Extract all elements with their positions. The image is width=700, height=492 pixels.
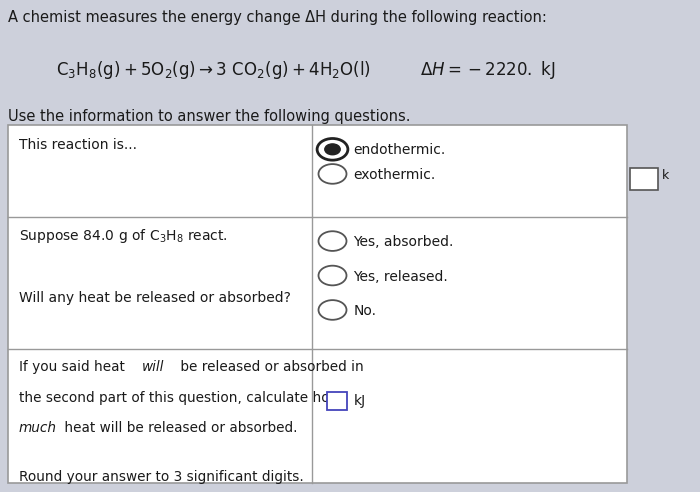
Text: If you said heat: If you said heat <box>19 360 129 374</box>
Text: Use the information to answer the following questions.: Use the information to answer the follow… <box>8 109 411 124</box>
Text: the second part of this question, calculate how: the second part of this question, calcul… <box>19 391 341 404</box>
Circle shape <box>325 144 340 154</box>
Text: k: k <box>662 169 668 182</box>
Text: This reaction is...: This reaction is... <box>19 138 137 152</box>
FancyBboxPatch shape <box>327 392 346 410</box>
Text: No.: No. <box>354 304 377 318</box>
Text: $\mathsf{C_3H_8(g)+5O_2(g)\rightarrow 3\ CO_2(g)+4H_2O(l)}$: $\mathsf{C_3H_8(g)+5O_2(g)\rightarrow 3\… <box>56 59 371 81</box>
Text: exothermic.: exothermic. <box>354 168 435 182</box>
Text: will: will <box>141 360 164 374</box>
FancyBboxPatch shape <box>8 125 626 483</box>
Text: Yes, absorbed.: Yes, absorbed. <box>354 235 454 249</box>
FancyBboxPatch shape <box>630 168 658 190</box>
Text: Yes, released.: Yes, released. <box>354 270 448 283</box>
Text: Will any heat be released or absorbed?: Will any heat be released or absorbed? <box>19 291 290 305</box>
Text: A chemist measures the energy change ΔH during the following reaction:: A chemist measures the energy change ΔH … <box>8 10 547 25</box>
Text: Round your answer to 3 significant digits.: Round your answer to 3 significant digit… <box>19 470 304 484</box>
Text: much: much <box>19 421 57 435</box>
Text: heat will be released or absorbed.: heat will be released or absorbed. <box>60 421 297 435</box>
Text: be released or absorbed in: be released or absorbed in <box>176 360 364 374</box>
Text: kJ: kJ <box>354 394 365 408</box>
Text: $\Delta H = -2220.\ \mathsf{kJ}$: $\Delta H = -2220.\ \mathsf{kJ}$ <box>420 59 556 81</box>
Text: Suppose 84.0 g of $\mathsf{C_3H_8}$ react.: Suppose 84.0 g of $\mathsf{C_3H_8}$ reac… <box>19 227 228 246</box>
Text: endothermic.: endothermic. <box>354 144 446 157</box>
